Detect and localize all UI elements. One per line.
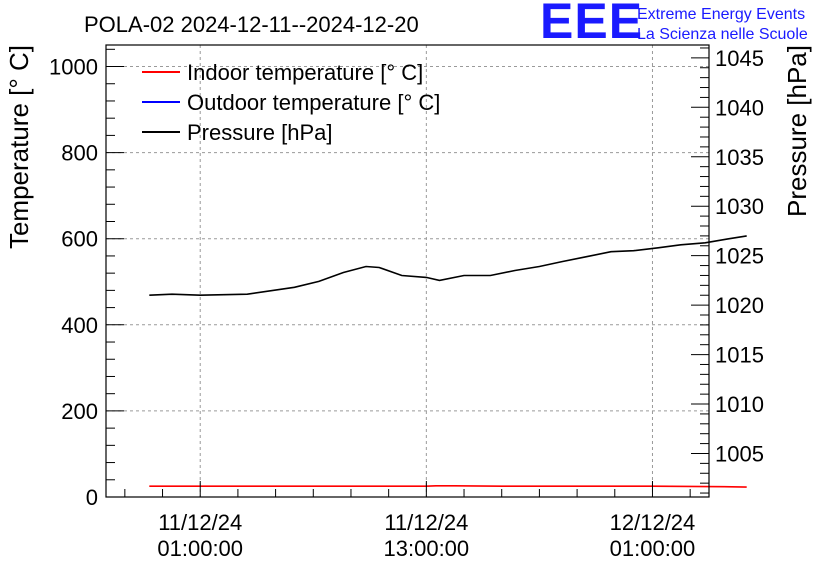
series-layer xyxy=(149,235,747,488)
logo-line-2: La Scienza nelle Scuole xyxy=(637,26,808,43)
chart-title: POLA-02 2024-12-11--2024-12-20 xyxy=(84,12,419,37)
right-tick-label: 1030 xyxy=(715,194,764,219)
plot-frame xyxy=(105,44,710,498)
right-tick-label: 1045 xyxy=(715,46,764,71)
right-tick-label: 1020 xyxy=(715,293,764,318)
right-axis: 1005 1010 1015 1020 1025 1030 1035 1040 1045 xyxy=(691,46,764,494)
x-tick-time: 13:00:00 xyxy=(384,536,470,561)
x-tick-date: 11/12/24 xyxy=(158,510,242,535)
legend-label: Outdoor temperature [° C] xyxy=(187,90,440,115)
x-tick-date: 12/12/24 xyxy=(610,510,696,535)
right-tick-label: 1005 xyxy=(715,441,764,466)
right-tick-label: 1025 xyxy=(715,244,764,269)
legend-label: Pressure [hPa] xyxy=(187,120,333,145)
left-tick-label: 0 xyxy=(86,485,98,510)
grid-lines xyxy=(106,45,709,497)
x-tick-time: 01:00:00 xyxy=(610,536,696,561)
series-line-indoor xyxy=(149,484,747,488)
legend: Indoor temperature [° C] Outdoor temperat… xyxy=(142,60,440,145)
left-tick-label: 1000 xyxy=(49,55,98,80)
legend-label: Indoor temperature [° C] xyxy=(187,60,423,85)
left-axis: 0 200 400 600 800 1000 xyxy=(49,48,124,510)
logo-letters: EEE xyxy=(540,0,643,49)
series-line-pressure xyxy=(149,235,747,297)
right-tick-label: 1040 xyxy=(715,95,764,120)
left-tick-label: 800 xyxy=(61,141,98,166)
right-tick-label: 1035 xyxy=(715,145,764,170)
left-tick-label: 600 xyxy=(61,227,98,252)
right-tick-label: 1015 xyxy=(715,343,764,368)
left-tick-label: 200 xyxy=(61,399,98,424)
eee-logo: EEE Extreme Energy Events La Scienza nel… xyxy=(540,0,808,49)
logo-line-1: Extreme Energy Events xyxy=(637,6,805,23)
left-tick-label: 400 xyxy=(61,313,98,338)
x-tick-date: 11/12/24 xyxy=(384,510,468,535)
x-tick-time: 01:00:00 xyxy=(157,536,243,561)
x-axis: 11/12/2401:00:0011/12/2413:00:0012/12/24… xyxy=(124,481,696,561)
left-axis-title: Temperature [° C] xyxy=(4,45,34,249)
right-axis-title: Pressure [hPa] xyxy=(782,45,812,217)
right-tick-label: 1010 xyxy=(715,392,764,417)
